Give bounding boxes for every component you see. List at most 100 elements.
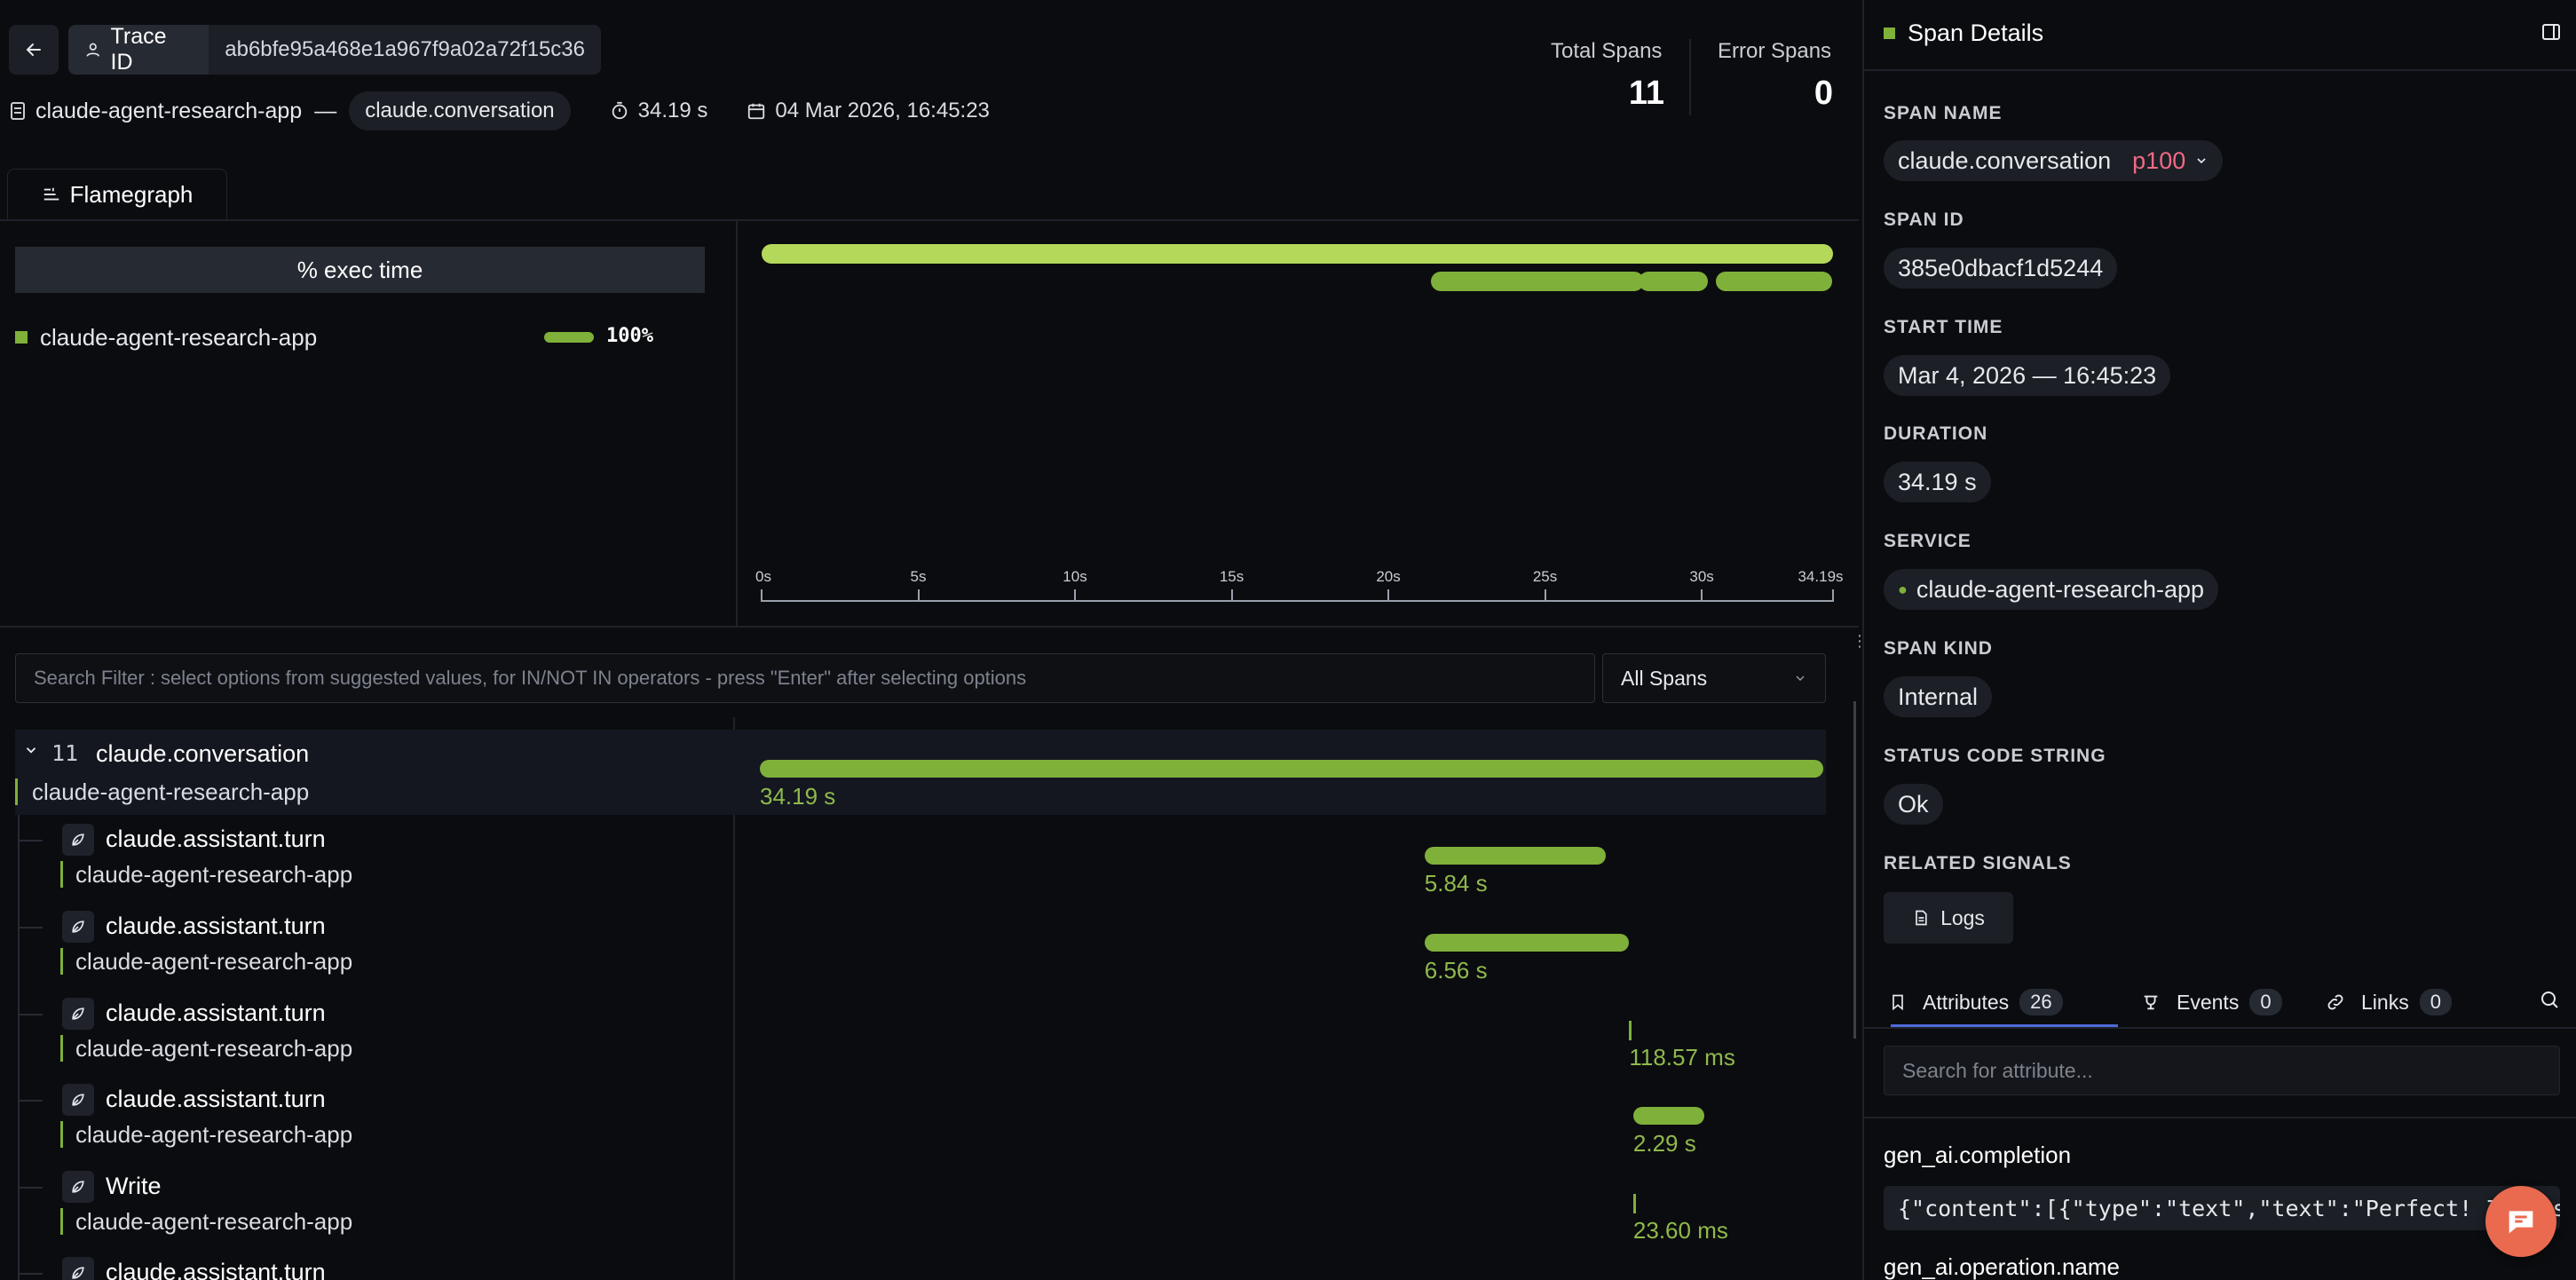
- search-filter-input[interactable]: Search Filter : select options from sugg…: [15, 653, 1595, 703]
- chat-support-button[interactable]: [2485, 1186, 2556, 1257]
- trace-id-label-box: Trace ID: [68, 25, 209, 75]
- span-scope-value: All Spans: [1621, 666, 1708, 690]
- trace-timestamp: 04 Mar 2026, 16:45:23: [775, 99, 990, 122]
- collapse-chevron-icon[interactable]: [23, 742, 39, 762]
- trace-main: Trace ID ab6bfe95a468e1a967f9a02a72f15c3…: [0, 25, 1868, 1280]
- search-icon: [2541, 992, 2558, 1008]
- service-label: SERVICE: [1884, 531, 1972, 551]
- span-id-label: SPAN ID: [1884, 209, 1964, 230]
- logs-button[interactable]: Logs: [1884, 892, 2013, 944]
- flamegraph-bottom-divider: [0, 626, 1859, 628]
- span-name[interactable]: claude.conversation: [96, 740, 310, 767]
- span-duration-label: 5.84 s: [1424, 870, 1488, 897]
- span-name[interactable]: claude.assistant.turn: [106, 1000, 326, 1026]
- span-scope-select[interactable]: All Spans: [1602, 653, 1826, 703]
- tab-attributes-label: Attributes: [1923, 990, 2010, 1014]
- span-duration-bar[interactable]: [1632, 1194, 1636, 1213]
- axis-tick: [1701, 589, 1703, 602]
- tabs-bottom-divider: [1864, 1027, 2576, 1029]
- tab-events[interactable]: Events 0: [2141, 980, 2282, 1024]
- span-duration-bar[interactable]: [1424, 934, 1629, 952]
- service-icon: [11, 102, 25, 120]
- attributes-count: 26: [2019, 989, 2063, 1015]
- duration-meta: 34.19 s: [610, 99, 708, 123]
- axis-tick: [1544, 589, 1546, 602]
- flamegraph-span-bar[interactable]: [1431, 272, 1645, 291]
- search-filter-placeholder: Search Filter : select options from sugg…: [34, 667, 1027, 689]
- tree-connector: [18, 815, 20, 1280]
- panel-title-swatch: [1884, 28, 1895, 39]
- attribute-search-input[interactable]: Search for attribute...: [1884, 1046, 2560, 1095]
- leaf-span-icon: [62, 998, 94, 1030]
- attribute-key: gen_ai.completion: [1884, 1142, 2072, 1168]
- exec-service-row[interactable]: claude-agent-research-app 100%: [15, 320, 705, 355]
- trace-duration: 34.19 s: [637, 99, 708, 122]
- span-name[interactable]: Write: [106, 1173, 162, 1199]
- axis-tick: [917, 589, 920, 602]
- tree-branch: [18, 1187, 43, 1189]
- events-icon: [2144, 995, 2158, 1010]
- span-name[interactable]: claude.assistant.turn: [106, 1086, 326, 1112]
- span-duration-bar[interactable]: [1424, 847, 1607, 865]
- span-service: claude-agent-research-app: [60, 861, 352, 888]
- span-name-pill[interactable]: claude.conversation p100: [1884, 140, 2224, 181]
- axis-tick-label: 20s: [1376, 568, 1401, 585]
- collapse-panel-button[interactable]: [2540, 21, 2562, 47]
- bookmark-icon: [1892, 994, 1903, 1011]
- calendar-icon: [748, 103, 765, 120]
- exec-service-name: claude-agent-research-app: [40, 323, 318, 351]
- span-duration-label: 2.29 s: [1632, 1130, 1696, 1157]
- tab-flamegraph[interactable]: Flamegraph: [7, 169, 227, 220]
- span-name[interactable]: claude.assistant.turn: [106, 1259, 326, 1280]
- scrollbar[interactable]: [1853, 701, 1856, 1039]
- status-code-value: Ok: [1884, 784, 1943, 825]
- panel-title-text: Span Details: [1908, 20, 2044, 46]
- tab-events-label: Events: [2177, 990, 2240, 1014]
- axis-tick-label: 34.19s: [1798, 568, 1844, 585]
- axis-tick: [1230, 589, 1233, 602]
- stats-divider: [1689, 39, 1691, 115]
- logs-icon: [1916, 910, 1927, 926]
- logs-label: Logs: [1940, 905, 1985, 929]
- attribute-search-button[interactable]: [2539, 989, 2560, 1015]
- flamegraph-span-bar[interactable]: [762, 244, 1833, 264]
- meta-separator: —: [314, 98, 337, 123]
- panel-title: Span Details: [1884, 20, 2043, 47]
- flamegraph-icon: [43, 187, 59, 200]
- attribute-key: gen_ai.operation.name: [1884, 1253, 2120, 1280]
- waterfall-split-divider: [733, 717, 735, 1280]
- span-duration-bar[interactable]: [1629, 1021, 1632, 1040]
- attribute-value[interactable]: {"content":[{"type":"text","text":"Perfe…: [1884, 1186, 2560, 1230]
- flamegraph-span-bar[interactable]: [1715, 272, 1832, 291]
- timestamp-meta: 04 Mar 2026, 16:45:23: [747, 99, 990, 123]
- span-duration-bar[interactable]: [1632, 1107, 1705, 1125]
- span-name[interactable]: claude.assistant.turn: [106, 913, 326, 939]
- span-name[interactable]: claude.assistant.turn: [106, 826, 326, 852]
- leaf-span-icon: [62, 1257, 94, 1280]
- tab-links[interactable]: Links 0: [2326, 980, 2452, 1024]
- events-count: 0: [2249, 989, 2282, 1015]
- service-color-swatch: [15, 331, 28, 344]
- tabs-divider: [0, 219, 1859, 221]
- attribute-search-placeholder: Search for attribute...: [1902, 1058, 2093, 1082]
- tree-branch: [18, 927, 43, 928]
- tab-attributes[interactable]: Attributes 26: [1889, 980, 2063, 1024]
- flamegraph-span-bar[interactable]: [1639, 272, 1709, 291]
- trace-id-pill[interactable]: Trace ID ab6bfe95a468e1a967f9a02a72f15c3…: [68, 25, 601, 75]
- span-name-label: SPAN NAME: [1884, 103, 2003, 123]
- leaf-span-icon: [62, 1084, 94, 1116]
- axis-tick: [1832, 589, 1834, 602]
- start-time-value: Mar 4, 2026 — 16:45:23: [1884, 355, 2171, 396]
- error-spans-value: 0: [1813, 75, 1833, 112]
- tab-links-label: Links: [2361, 990, 2409, 1014]
- span-service: claude-agent-research-app: [60, 948, 352, 975]
- start-time-label: START TIME: [1884, 317, 2003, 337]
- axis-tick: [1387, 589, 1390, 602]
- person-icon: [86, 43, 100, 57]
- arrow-left-icon: [26, 43, 41, 56]
- flamegraph-canvas[interactable]: [762, 240, 1833, 621]
- back-button[interactable]: [9, 25, 59, 75]
- percentile-dropdown[interactable]: p100: [2132, 147, 2209, 175]
- span-duration-bar[interactable]: [760, 760, 1823, 778]
- status-code-label: STATUS CODE STRING: [1884, 746, 2106, 766]
